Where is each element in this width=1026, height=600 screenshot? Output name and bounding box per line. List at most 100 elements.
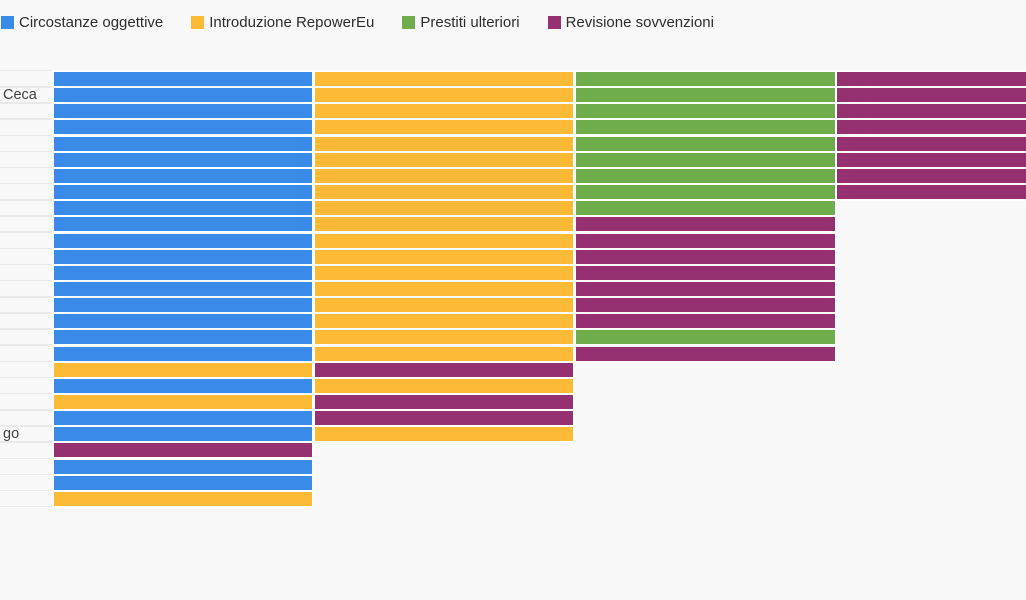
category-gridline: [0, 296, 52, 298]
legend: Circostanze oggettive Introduzione Repowe…: [1, 14, 714, 31]
bar-segment-introduzione-repowereu[interactable]: [53, 395, 313, 409]
bar-segment-revisione-sovvenzioni[interactable]: [837, 168, 1026, 183]
bar-segment-circostanze-oggettive[interactable]: [53, 217, 313, 232]
category-gridline: [0, 392, 52, 395]
category-gridline: [0, 441, 52, 443]
bar-segment-prestiti-ulteriori[interactable]: [576, 152, 835, 167]
bar-segment-circostanze-oggettive[interactable]: [53, 346, 313, 361]
bar-segment-circostanze-oggettive[interactable]: [53, 233, 313, 248]
bar-segment-introduzione-repowereu[interactable]: [314, 249, 574, 264]
legend-swatch-icon: [191, 16, 205, 29]
bar-segment-circostanze-oggettive[interactable]: [53, 459, 313, 474]
bar-segment-circostanze-oggettive[interactable]: [53, 411, 313, 426]
bar-segment-introduzione-repowereu[interactable]: [314, 104, 574, 119]
bar-segment-prestiti-ulteriori[interactable]: [576, 88, 835, 103]
bar-segment-introduzione-repowereu[interactable]: [314, 120, 574, 135]
bar-segment-circostanze-oggettive[interactable]: [53, 475, 313, 490]
bar-segment-circostanze-oggettive[interactable]: [53, 120, 313, 135]
bar-segment-introduzione-repowereu[interactable]: [314, 314, 574, 329]
bar-segment-revisione-sovvenzioni[interactable]: [576, 265, 835, 280]
bar-segment-introduzione-repowereu[interactable]: [314, 427, 574, 442]
bar-segment-introduzione-repowereu[interactable]: [314, 330, 574, 345]
bar-segment-revisione-sovvenzioni[interactable]: [314, 362, 574, 377]
category-gridline: [0, 247, 52, 250]
bar-segment-introduzione-repowereu[interactable]: [314, 217, 574, 232]
bar-segment-prestiti-ulteriori[interactable]: [576, 104, 835, 119]
bar-segment-introduzione-repowereu[interactable]: [314, 201, 574, 216]
bar-segment-prestiti-ulteriori[interactable]: [576, 120, 835, 135]
category-gridline: [0, 215, 52, 217]
bar-segment-circostanze-oggettive[interactable]: [53, 427, 313, 442]
bar-segment-revisione-sovvenzioni[interactable]: [576, 233, 835, 248]
bar-segment-prestiti-ulteriori[interactable]: [576, 72, 835, 86]
bar-segment-circostanze-oggettive[interactable]: [53, 104, 313, 119]
bar-segment-introduzione-repowereu[interactable]: [314, 152, 574, 167]
bar-segment-prestiti-ulteriori[interactable]: [576, 168, 835, 183]
bar-segment-introduzione-repowereu[interactable]: [314, 265, 574, 280]
category-gridline: [0, 102, 52, 104]
legend-item-label: Revisione sovvenzioni: [565, 14, 714, 31]
bar-segment-revisione-sovvenzioni[interactable]: [576, 346, 835, 361]
bar-segment-introduzione-repowereu[interactable]: [314, 72, 574, 86]
legend-item-label: Prestiti ulteriori: [420, 14, 520, 31]
bar-segment-introduzione-repowereu[interactable]: [314, 233, 574, 248]
bar-segment-revisione-sovvenzioni[interactable]: [837, 185, 1026, 200]
bar-segment-revisione-sovvenzioni[interactable]: [837, 88, 1026, 103]
category-gridline: [0, 489, 52, 492]
bar-segment-revisione-sovvenzioni[interactable]: [576, 217, 835, 232]
bar-segment-revisione-sovvenzioni[interactable]: [837, 152, 1026, 167]
bar-segment-introduzione-repowereu[interactable]: [314, 136, 574, 151]
category-gridline: [0, 118, 52, 120]
bar-segment-revisione-sovvenzioni[interactable]: [576, 314, 835, 329]
bar-segment-introduzione-repowereu[interactable]: [314, 298, 574, 313]
legend-item-2[interactable]: Introduzione RepowerEu: [191, 14, 374, 31]
bar-segment-circostanze-oggettive[interactable]: [53, 72, 313, 86]
bar-segment-revisione-sovvenzioni[interactable]: [53, 443, 313, 458]
bar-segment-circostanze-oggettive[interactable]: [53, 88, 313, 103]
bar-segment-revisione-sovvenzioni[interactable]: [837, 72, 1026, 86]
bar-segment-introduzione-repowereu[interactable]: [314, 185, 574, 200]
category-gridline: [0, 150, 52, 153]
legend-item-3[interactable]: Prestiti ulteriori: [402, 14, 520, 31]
category-gridline: [0, 376, 52, 379]
bar-segment-circostanze-oggettive[interactable]: [53, 378, 313, 393]
bar-segment-introduzione-repowereu[interactable]: [53, 362, 313, 377]
legend-swatch-icon: [1, 16, 14, 29]
bar-segment-prestiti-ulteriori[interactable]: [576, 330, 835, 345]
bar-segment-circostanze-oggettive[interactable]: [53, 201, 313, 216]
bar-segment-circostanze-oggettive[interactable]: [53, 152, 313, 167]
category-gridline: [0, 279, 52, 282]
bar-segment-revisione-sovvenzioni[interactable]: [576, 281, 835, 296]
bar-segment-circostanze-oggettive[interactable]: [53, 265, 313, 280]
bar-segment-revisione-sovvenzioni[interactable]: [837, 120, 1026, 135]
bar-segment-introduzione-repowereu[interactable]: [314, 346, 574, 361]
bar-segment-circostanze-oggettive[interactable]: [53, 249, 313, 264]
bar-segment-circostanze-oggettive[interactable]: [53, 185, 313, 200]
bar-segment-circostanze-oggettive[interactable]: [53, 298, 313, 313]
bar-segment-introduzione-repowereu[interactable]: [314, 378, 574, 393]
legend-item-4[interactable]: Revisione sovvenzioni: [547, 14, 714, 31]
bar-segment-revisione-sovvenzioni[interactable]: [837, 136, 1026, 151]
bar-segment-revisione-sovvenzioni[interactable]: [576, 298, 835, 313]
bar-segment-introduzione-repowereu[interactable]: [53, 491, 313, 506]
category-gridline: [0, 425, 52, 427]
category-gridline: [0, 182, 52, 185]
bar-segment-revisione-sovvenzioni[interactable]: [837, 104, 1026, 119]
bar-segment-introduzione-repowereu[interactable]: [314, 168, 574, 183]
bar-segment-introduzione-repowereu[interactable]: [314, 281, 574, 296]
bar-segment-revisione-sovvenzioni[interactable]: [576, 249, 835, 264]
bar-segment-prestiti-ulteriori[interactable]: [576, 185, 835, 200]
bar-segment-prestiti-ulteriori[interactable]: [576, 201, 835, 216]
bar-segment-revisione-sovvenzioni[interactable]: [314, 395, 574, 409]
bar-segment-circostanze-oggettive[interactable]: [53, 314, 313, 329]
bar-segment-circostanze-oggettive[interactable]: [53, 330, 313, 345]
bar-segment-circostanze-oggettive[interactable]: [53, 136, 313, 151]
bar-segment-prestiti-ulteriori[interactable]: [576, 136, 835, 151]
bar-segment-circostanze-oggettive[interactable]: [53, 168, 313, 183]
legend-item-1[interactable]: Circostanze oggettive: [1, 14, 163, 31]
bar-segment-circostanze-oggettive[interactable]: [53, 281, 313, 296]
bar-segment-introduzione-repowereu[interactable]: [314, 88, 574, 103]
category-gridline: [0, 263, 52, 266]
bar-segment-revisione-sovvenzioni[interactable]: [314, 411, 574, 426]
y-axis-label: go: [3, 425, 20, 442]
